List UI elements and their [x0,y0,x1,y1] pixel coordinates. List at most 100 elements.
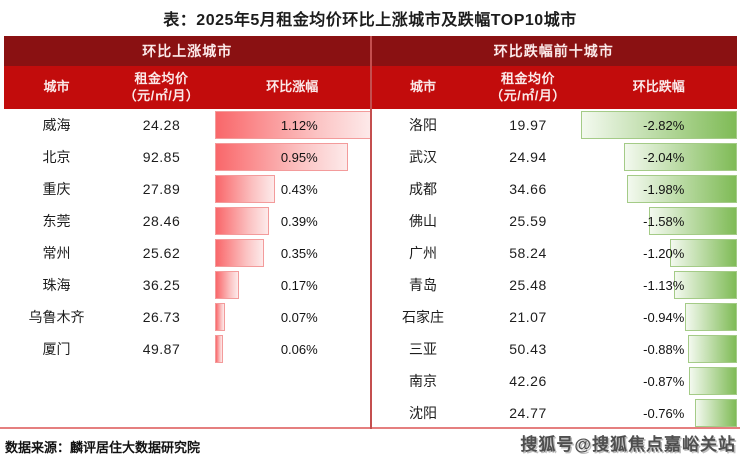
change-value: 0.07% [280,309,318,325]
column-header-down: 城市 租金均价 （元/㎡/月） 环比跌幅 [371,66,738,109]
table-row: 武汉 24.94 -2.04% [371,141,737,173]
city-name: 北京 [42,149,71,165]
change-cell: -0.76% [581,397,737,429]
change-value: 0.17% [280,277,318,293]
group-header-down-cities: 环比跌幅前十城市 [493,43,614,59]
rent-price: 25.59 [509,213,547,229]
table-row: 沈阳 24.77 -0.76% [371,397,737,429]
change-bar-up [215,207,270,235]
city-name: 南京 [409,373,437,389]
city-name: 佛山 [409,213,437,229]
col-header-price-up: 租金均价 （元/㎡/月） [109,66,214,109]
col-header-city-down: 城市 [409,79,436,95]
table-row: 常州 25.62 0.35% [4,237,371,269]
rent-price: 28.46 [142,213,181,229]
change-cell: 1.12% [214,109,372,141]
table-row: 成都 34.66 -1.98% [371,173,737,205]
change-value: -0.88% [643,341,685,357]
change-cell: 0.07% [214,301,371,333]
change-value: 1.12% [280,117,318,133]
city-name: 重庆 [42,181,71,197]
group-header-up-cities: 环比上涨城市 [142,43,233,59]
change-cell: 0.39% [214,205,371,237]
table-row: 青岛 25.48 -1.13% [371,269,737,301]
change-cell: -0.87% [581,365,737,397]
rent-price: 24.77 [509,405,547,421]
change-value: 0.06% [280,341,318,357]
change-cell: -0.94% [581,301,737,333]
change-cell: -1.20% [581,237,737,269]
change-bar-down [623,143,737,171]
change-value: -2.82% [643,117,685,133]
city-name: 沈阳 [409,405,437,421]
down-cities-rows: 洛阳 19.97 -2.82% 武汉 24.94 -2.04% 成都 34.66 -1.98% 佛… [371,109,737,429]
change-bar-up [215,303,225,331]
change-value: 0.95% [280,149,318,165]
change-bar-up [215,175,276,203]
rent-price: 26.73 [142,309,181,325]
rent-price: 42.26 [509,373,547,389]
city-name: 常州 [42,245,71,261]
city-name: 成都 [409,181,437,197]
change-bar-up [215,335,224,363]
col-header-change-down: 环比跌幅 [632,79,685,95]
col-header-price-up-line1: 租金均价 [134,71,189,87]
change-value: 0.43% [280,181,318,197]
table-row: 石家庄 21.07 -0.94% [371,301,737,333]
table-row: 东莞 28.46 0.39% [4,205,371,237]
rent-price: 58.24 [509,245,547,261]
city-name: 石家庄 [402,309,444,325]
table-row: 重庆 27.89 0.43% [4,173,371,205]
table-vertical-divider [370,36,372,429]
city-name: 乌鲁木齐 [28,309,85,325]
change-value: -1.20% [643,245,685,261]
change-bar-down [580,111,737,139]
rent-price: 36.25 [142,277,181,293]
col-header-price-down: 租金均价 （元/㎡/月） [476,66,581,109]
change-cell: 0.95% [214,141,371,173]
rent-change-table: 环比上涨城市 环比跌幅前十城市 城市 租金均价 （元/㎡/月） 环比涨幅 城市 … [4,36,737,429]
rent-price: 27.89 [142,181,181,197]
city-name: 洛阳 [409,117,437,133]
change-value: 0.39% [280,213,318,229]
change-bar-down [688,335,737,363]
change-value: -0.94% [643,309,685,325]
change-bar-up [215,143,348,171]
col-header-price-down-line2: （元/㎡/月） [490,87,566,103]
table-row: 广州 58.24 -1.20% [371,237,737,269]
col-header-change-up: 环比涨幅 [266,79,319,95]
city-name: 威海 [42,117,71,133]
change-bar-down [684,303,737,331]
table-row: 乌鲁木齐 26.73 0.07% [4,301,371,333]
change-cell: -1.13% [581,269,737,301]
change-cell: 0.43% [214,173,371,205]
rent-price: 24.28 [142,117,181,133]
change-bar-up [215,271,239,299]
change-bar-down [674,271,737,299]
col-header-price-up-line2: （元/㎡/月） [123,87,200,103]
rent-price: 50.43 [509,341,547,357]
rent-price: 34.66 [509,181,547,197]
col-header-price-down-line1: 租金均价 [500,71,555,87]
city-name: 广州 [409,245,437,261]
change-cell: -0.88% [581,333,737,365]
change-bar-down [649,207,737,235]
change-cell: -2.04% [581,141,737,173]
change-value: -1.58% [643,213,685,229]
change-bar-up [215,239,264,267]
rent-price: 92.85 [142,149,181,165]
rent-price: 24.94 [509,149,547,165]
change-bar-down [694,399,737,427]
table-row: 南京 42.26 -0.87% [371,365,737,397]
data-source-note: 数据来源：麟评居住大数据研究院 [5,440,201,455]
col-header-city-up: 城市 [43,79,70,95]
change-bar-down [670,239,737,267]
city-name: 珠海 [42,277,71,293]
change-cell: -2.82% [580,109,737,141]
table-row: 厦门 49.87 0.06% [4,333,371,365]
change-cell: 0.35% [214,237,371,269]
change-cell: -1.98% [581,173,737,205]
rent-price: 25.62 [142,245,181,261]
city-name: 青岛 [409,277,437,293]
table-row: 三亚 50.43 -0.88% [371,333,737,365]
